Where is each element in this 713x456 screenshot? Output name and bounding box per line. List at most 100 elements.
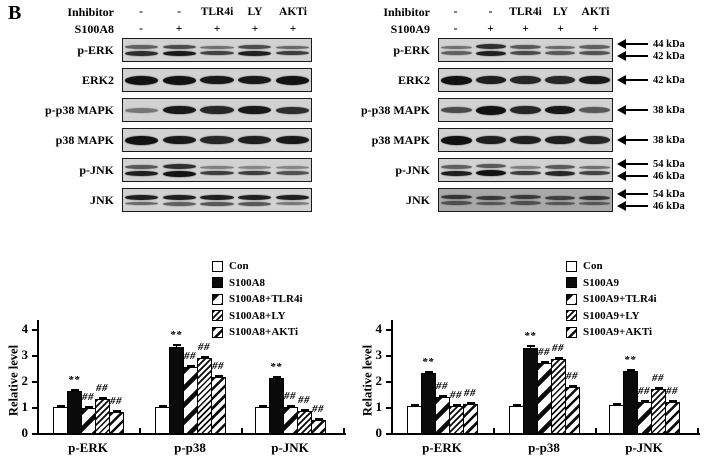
legend-entry: S100A9+AKTi <box>566 326 657 338</box>
bar-S100A8+AKTi-p-JNK <box>311 420 326 434</box>
y-tick <box>386 433 392 435</box>
significance-annotation: ## <box>96 382 108 394</box>
lane-symbol: + <box>175 23 183 35</box>
blot-row: ERK2 42 kDa <box>356 68 709 92</box>
significance-annotation: ** <box>422 356 434 368</box>
protein-band <box>125 164 159 169</box>
protein-band <box>475 51 507 56</box>
protein-band <box>275 165 309 169</box>
lane-symbol: + <box>557 23 564 35</box>
error-bar-stem <box>671 400 673 402</box>
left-arrow-icon <box>617 50 648 61</box>
protein-band <box>200 201 234 206</box>
chart-legend: Con S100A8 S100A8+TLR4i S100A8+LY S100A8+AKT… <box>212 260 303 338</box>
protein-band <box>200 194 234 200</box>
blot-row-label: JNK <box>406 192 430 207</box>
legend-label: S100A9 <box>583 276 620 289</box>
lane-symbol: + <box>213 23 221 35</box>
legend-swatch <box>566 326 577 338</box>
significance-annotation: ## <box>298 394 310 406</box>
protein-band <box>200 106 234 114</box>
blot-membrane <box>438 38 613 62</box>
error-bar-stem <box>543 361 545 363</box>
lane-symbol: - <box>139 23 143 35</box>
x-category-label: p-JNK <box>625 440 663 455</box>
significance-annotation: ## <box>184 350 196 362</box>
protein-band <box>579 76 610 84</box>
kda-marker: 38 kDa <box>613 104 709 116</box>
y-tick <box>32 433 38 435</box>
lane-symbols: - + + + + <box>122 23 312 35</box>
error-bar-stem <box>469 402 471 404</box>
kda-label: 44 kDa <box>653 38 685 50</box>
condition-label: Inhibitor <box>67 4 114 19</box>
blot-lane <box>439 159 474 181</box>
blot-panel-s100a9: Inhibitor - - TLR4i LY AKTi S100A9 - + + + + p-ERK 44… <box>356 4 709 218</box>
protein-band <box>238 201 272 206</box>
blot-row-label: ERK2 <box>81 72 114 87</box>
protein-band <box>510 195 541 199</box>
protein-band <box>200 136 234 144</box>
significance-annotation: ## <box>212 360 224 372</box>
blot-lane <box>123 99 161 121</box>
left-arrow-icon <box>617 158 648 169</box>
legend-entry: S100A8+LY <box>212 310 303 322</box>
y-tick-label: 1 <box>21 399 29 414</box>
blot-lane <box>543 189 578 211</box>
protein-band <box>125 170 159 176</box>
protein-band <box>200 165 234 169</box>
legend-swatch <box>212 277 223 288</box>
legend-label: S100A8+TLR4i <box>229 293 303 305</box>
bar-Con-p-ERK <box>407 406 422 434</box>
protein-band <box>275 50 309 55</box>
protein-band <box>162 75 196 85</box>
protein-band <box>510 51 541 55</box>
protein-band <box>238 136 272 144</box>
blot-row-label: p38 MAPK <box>371 132 430 147</box>
protein-band <box>510 106 541 114</box>
protein-band <box>475 201 507 205</box>
protein-band <box>238 44 272 49</box>
lane-symbols: - - TLR4i LY AKTi <box>438 6 613 18</box>
bar-S100A8+AKTi-p-ERK <box>109 412 124 434</box>
kda-marker-column: 54 kDa 46 kDa <box>613 158 709 182</box>
blot-lane <box>161 129 199 151</box>
legend-label: S100A8 <box>229 276 266 289</box>
blot-row: p38 MAPK 38 kDa <box>356 128 709 152</box>
error-bar-stem <box>303 409 305 411</box>
error-bar-stem <box>87 406 89 408</box>
significance-annotation: ** <box>170 329 182 341</box>
error-bar-stem <box>515 404 517 406</box>
protein-band <box>162 44 196 49</box>
blot-lane <box>236 69 274 91</box>
error-bar-stem <box>161 405 163 407</box>
kda-marker-column: 38 kDa <box>613 134 709 146</box>
blot-lane <box>161 39 199 61</box>
legend-label: Con <box>583 260 603 272</box>
protein-band <box>544 164 576 169</box>
bar-chart-s100a9: Relative level 0 1 2 3 4 ** ## ## ## p-ERK ** ## ## ##… <box>361 248 713 456</box>
condition-label: S100A9 <box>390 21 430 36</box>
protein-band <box>162 201 196 206</box>
protein-band <box>275 136 309 144</box>
protein-band <box>238 50 272 56</box>
protein-band <box>200 170 234 175</box>
blot-lane <box>198 159 236 181</box>
x-axis-line <box>38 433 346 435</box>
protein-band <box>162 106 196 114</box>
legend-label: S100A8+AKTi <box>229 326 299 338</box>
protein-band <box>544 136 576 144</box>
condition-label: S100A8 <box>74 21 114 36</box>
kda-marker-column: 42 kDa <box>613 74 709 86</box>
significance-annotation: ## <box>552 342 564 354</box>
bar-S100A9-p-JNK <box>623 371 638 434</box>
x-boundary-tick <box>493 428 495 433</box>
error-bar-stem <box>413 404 415 406</box>
significance-annotation: ## <box>666 385 678 397</box>
protein-band <box>544 50 576 55</box>
y-tick <box>386 407 392 409</box>
y-tick <box>386 381 392 383</box>
kda-marker: 44 kDa <box>613 38 709 50</box>
condition-label: Inhibitor <box>383 4 430 19</box>
blot-lane <box>123 189 161 211</box>
